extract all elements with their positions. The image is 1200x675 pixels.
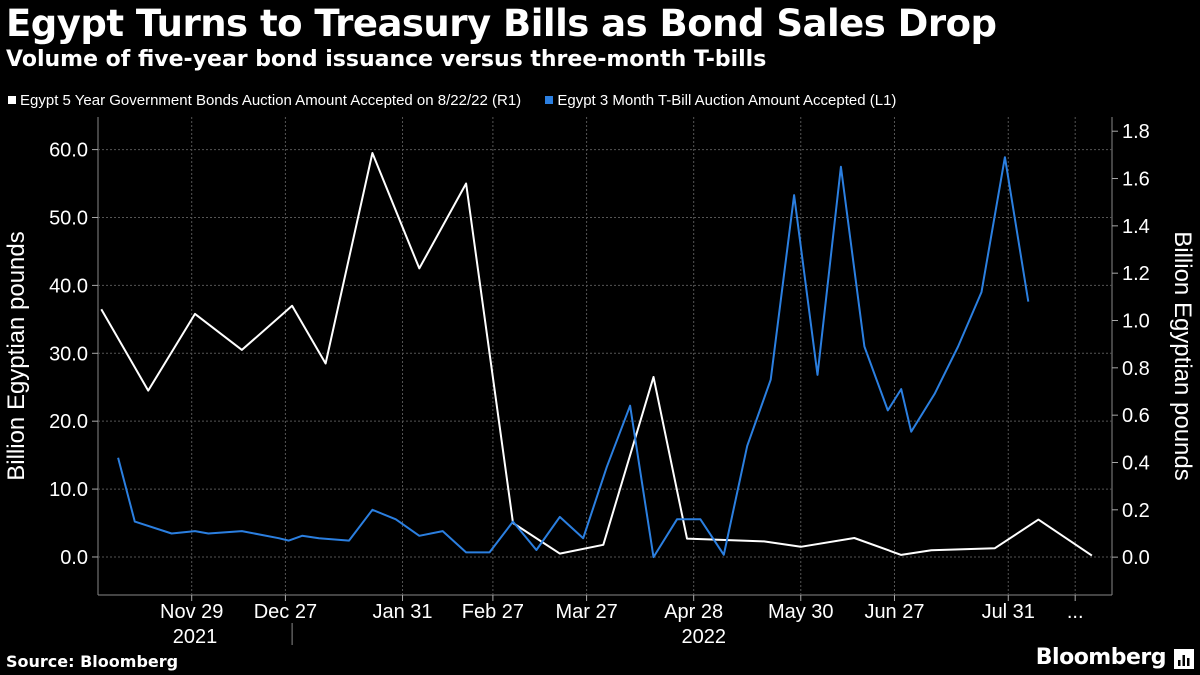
legend-swatch-tbills <box>545 96 554 104</box>
x-tick-label: Jun 27 <box>864 601 924 623</box>
chart-title: Egypt Turns to Treasury Bills as Bond Sa… <box>6 2 997 45</box>
bloomberg-logo: Bloomberg <box>1035 645 1167 670</box>
left-tick-label: 10.0 <box>49 479 88 501</box>
right-tick-label: 1.8 <box>1122 121 1150 143</box>
legend-item-tbills: Egypt 3 Month T-Bill Auction Amount Acce… <box>545 92 896 109</box>
right-tick-label: 0.4 <box>1122 452 1150 474</box>
right-tick-label: 1.2 <box>1122 263 1150 285</box>
x-tick-label: Apr 28 <box>664 601 723 623</box>
legend-swatch-bonds <box>8 96 16 104</box>
x-year-label: 2021 <box>173 626 218 648</box>
x-tick-label: May 30 <box>768 601 834 623</box>
right-tick-label: 0.6 <box>1122 405 1150 427</box>
x-tick-label: Mar 27 <box>555 601 617 623</box>
right-tick-label: 0.0 <box>1122 547 1150 569</box>
left-tick-label: 40.0 <box>49 275 88 297</box>
legend-label-bonds: Egypt 5 Year Government Bonds Auction Am… <box>20 91 522 109</box>
right-tick-label: 0.8 <box>1122 358 1150 380</box>
left-tick-label: 50.0 <box>49 207 88 229</box>
series-line-bonds <box>100 152 1093 557</box>
left-axis-title: Billion Egyptian pounds <box>3 231 30 481</box>
right-tick-label: 1.0 <box>1122 311 1150 333</box>
left-tick-label: 20.0 <box>49 411 88 433</box>
x-year-label: 2022 <box>681 626 726 648</box>
bloomberg-chart-icon <box>1174 649 1194 669</box>
x-tick-label: Dec 27 <box>254 601 317 623</box>
right-tick-label: 1.4 <box>1122 216 1150 238</box>
x-tick-label: Jan 31 <box>373 601 433 623</box>
x-tick-label: Nov 29 <box>160 601 223 623</box>
source-note: Source: Bloomberg <box>6 652 179 671</box>
legend-label-tbills: Egypt 3 Month T-Bill Auction Amount Acce… <box>557 91 897 109</box>
legend: Egypt 5 Year Government Bonds Auction Am… <box>8 91 916 109</box>
left-tick-label: 60.0 <box>49 140 88 162</box>
x-tick-label: ... <box>1067 601 1084 623</box>
x-tick-label: Jul 31 <box>982 601 1035 623</box>
right-tick-label: 1.6 <box>1122 169 1150 191</box>
legend-item-bonds: Egypt 5 Year Government Bonds Auction Am… <box>8 92 521 109</box>
right-axis-title: Billion Egyptian pounds <box>1169 231 1196 481</box>
x-tick-label: Feb 27 <box>462 601 524 623</box>
left-tick-label: 0.0 <box>60 547 88 569</box>
right-tick-label: 0.2 <box>1122 500 1150 522</box>
left-tick-label: 30.0 <box>49 343 88 365</box>
chart-subtitle: Volume of five-year bond issuance versus… <box>6 47 767 72</box>
series-line-tbills <box>117 156 1030 559</box>
